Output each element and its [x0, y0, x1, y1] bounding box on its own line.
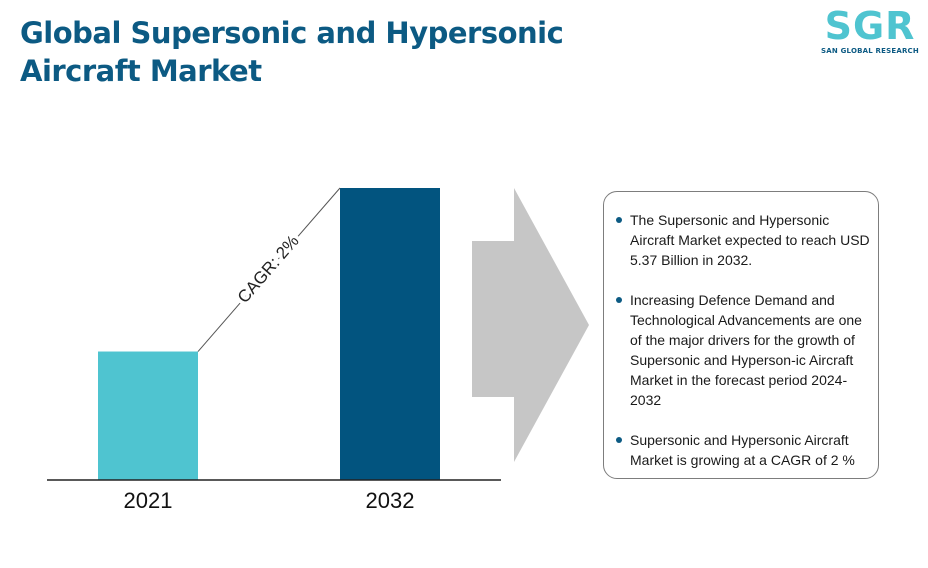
bar-2032: [340, 188, 440, 480]
arrow-shape: [472, 188, 589, 462]
cagr-connector-line: [197, 187, 341, 352]
logo-subtitle: SAN GLOBAL RESEARCH: [821, 47, 919, 55]
bullet-dot-icon: [616, 217, 622, 223]
page-title: Global Supersonic and Hypersonic Aircraf…: [20, 14, 620, 90]
title-line-2: Aircraft Market: [20, 54, 262, 88]
bar-2021: [98, 351, 198, 480]
bullet-dot-icon: [616, 297, 622, 303]
info-bullet-text: The Supersonic and Hypersonic Aircraft M…: [630, 212, 870, 268]
logo-mark: SGR: [824, 4, 916, 48]
info-bullet: Supersonic and Hypersonic Aircraft Marke…: [614, 430, 872, 470]
x-tick-label: 2021: [124, 488, 173, 513]
info-bullet: Increasing Defence Demand and Technologi…: [614, 290, 872, 410]
x-tick-label: 2032: [366, 488, 415, 513]
sgr-logo: SGR SAN GLOBAL RESEARCH: [818, 6, 922, 58]
info-bullet: The Supersonic and Hypersonic Aircraft M…: [614, 210, 872, 270]
title-line-1: Global Supersonic and Hypersonic: [20, 16, 564, 50]
bullet-dot-icon: [616, 437, 622, 443]
info-bullet-text: Supersonic and Hypersonic Aircraft Marke…: [630, 432, 855, 468]
info-box: The Supersonic and Hypersonic Aircraft M…: [603, 191, 879, 479]
cagr-annotation: CAGR: 2%: [234, 231, 303, 306]
info-bullet-text: Increasing Defence Demand and Technologi…: [630, 292, 862, 408]
